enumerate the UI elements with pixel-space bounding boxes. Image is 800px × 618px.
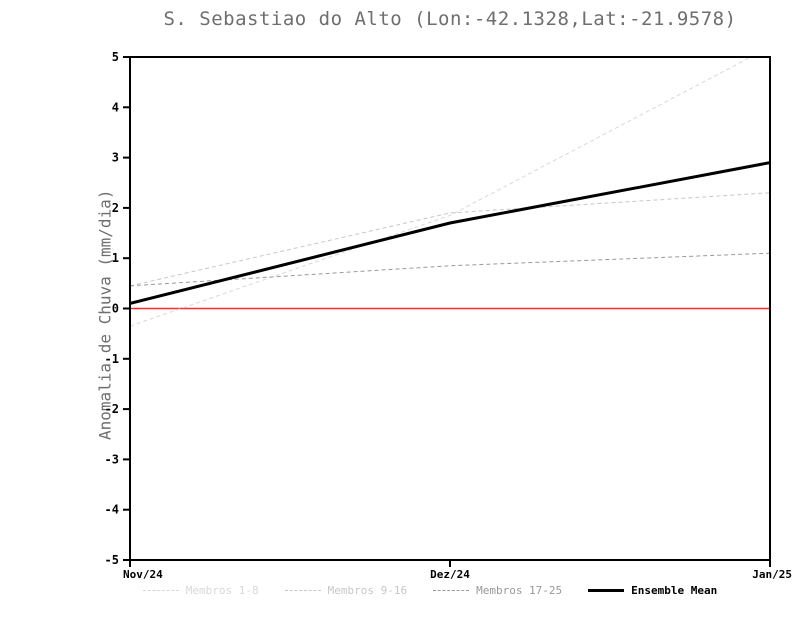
y-tick-label: 2 [112,201,119,215]
legend-line-sample [142,590,179,591]
y-tick-label: 5 [112,50,119,64]
legend-line-sample [588,589,625,592]
series-line-ensemble-mean [130,161,770,305]
y-tick-label: -1 [105,352,119,366]
legend-item-membros-17-25: Membros 17-25 [433,584,562,597]
legend-label: Membros 1-8 [185,584,259,597]
y-tick-label: 1 [112,251,119,265]
legend-line-sample [284,590,321,591]
legend-item-membros-9-16: Membros 9-16 [284,584,408,597]
plot-svg: 5 4 3 2 1 0 -1 -2 -3 -4 -5 Nov/24 Dez/24 Jan/25 [105,50,792,581]
series-line-membros-9-16 [130,192,770,287]
y-tick-label: 3 [112,151,119,165]
legend-item-ensemble-mean: Ensemble Mean [588,584,717,597]
y-tick-label: -2 [105,402,119,416]
x-tick-label: Dez/24 [430,568,470,581]
legend-item-membros-1-8: Membros 1-8 [142,584,259,597]
series-line-membros-17-25 [130,252,770,287]
x-tick-label: Jan/25 [752,568,792,581]
y-tick-label: 4 [112,100,119,114]
y-tick-label: 0 [112,302,119,316]
chart-title: S. Sebastiao do Alto (Lon:-42.1328,Lat:-… [163,8,737,30]
series-line-membros-1-8 [130,57,752,327]
y-tick-label: -5 [105,553,119,567]
legend-label: Ensemble Mean [631,584,718,597]
y-tick-label: -3 [105,452,119,466]
x-tick-label: Nov/24 [123,568,163,581]
y-tick-label: -4 [105,503,119,517]
legend-line-sample [433,590,470,591]
legend-label: Membros 9-16 [327,584,408,597]
legend: Membros 1-8 Membros 9-16 Membros 17-25 Ense… [100,584,760,597]
legend-label: Membros 17-25 [476,584,563,597]
